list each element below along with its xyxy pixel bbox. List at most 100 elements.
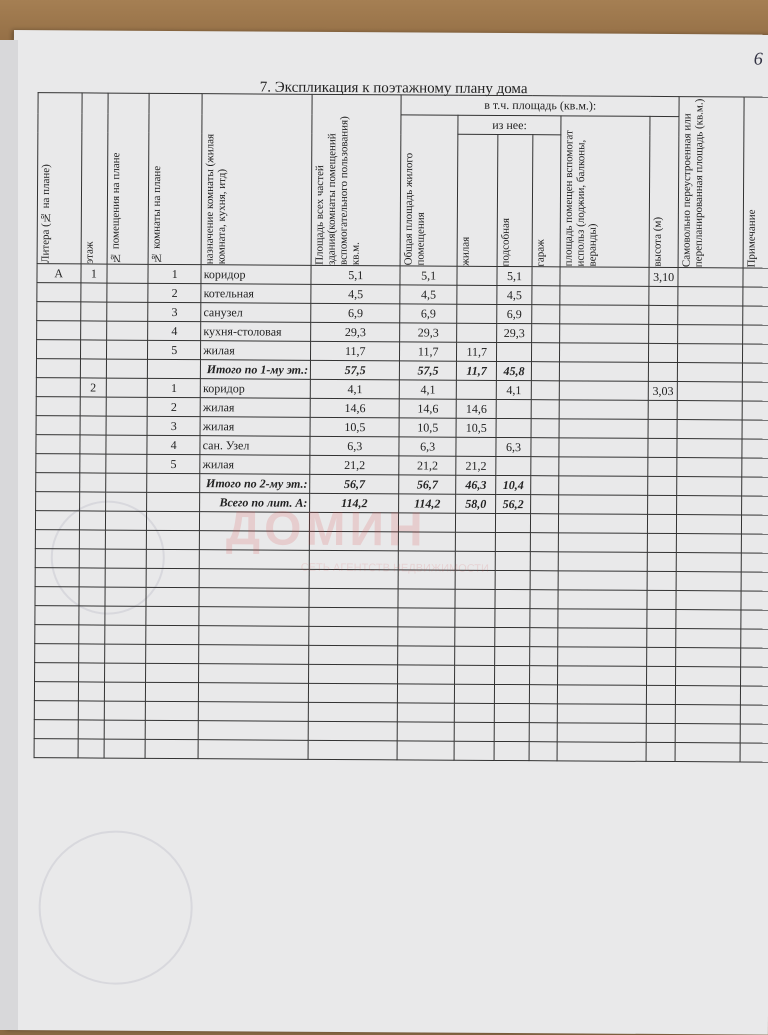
table-cell (77, 719, 105, 740)
table-cell (199, 587, 310, 608)
table-cell (558, 475, 648, 496)
table-cell (455, 589, 496, 609)
table-cell: 4 (147, 321, 201, 341)
table-cell (146, 530, 200, 550)
table-cell (741, 476, 768, 497)
header-note: Примечание (743, 96, 768, 269)
table-cell (80, 282, 108, 303)
table-cell (145, 663, 199, 683)
table-cell (675, 647, 741, 667)
table-cell (145, 701, 199, 721)
table-cell (106, 359, 148, 379)
table-cell (146, 511, 200, 531)
table-cell (106, 340, 148, 360)
table-cell (77, 738, 105, 759)
table-cell (79, 396, 107, 417)
table-cell (105, 511, 147, 531)
table-cell (145, 739, 199, 759)
table-cell (309, 512, 399, 532)
table-cell (742, 343, 768, 364)
table-cell: Итого по 2-му эт.: (199, 473, 311, 494)
table-cell (454, 627, 496, 647)
table-cell: 14,6 (456, 399, 497, 419)
table-cell (648, 343, 678, 363)
table-cell (743, 267, 768, 288)
table-cell (557, 703, 647, 724)
table-cell: 5 (146, 454, 201, 474)
table-cell: 21,2 (310, 455, 400, 475)
table-cell (397, 702, 455, 723)
table-cell (494, 665, 530, 685)
table-cell: 3,03 (648, 381, 678, 401)
table-cell (147, 359, 201, 379)
table-cell (558, 456, 649, 477)
table-cell (529, 703, 558, 723)
table-cell: коридор (201, 264, 312, 285)
table-cell (78, 548, 106, 569)
table-cell (495, 570, 530, 590)
table-cell (494, 741, 529, 761)
table-cell (531, 380, 560, 400)
table-cell (677, 438, 743, 458)
table-cell (36, 301, 81, 321)
table-cell (104, 644, 146, 664)
table-cell (34, 624, 79, 644)
table-cell: 14,6 (399, 398, 457, 419)
table-cell (648, 419, 678, 439)
table-cell (494, 646, 530, 666)
table-cell (309, 550, 399, 570)
table-cell (560, 266, 650, 287)
table-cell (199, 606, 310, 627)
faded-stamp (38, 830, 194, 986)
table-cell (646, 742, 676, 762)
table-cell (309, 569, 399, 589)
table-cell (198, 663, 309, 684)
table-cell (742, 305, 768, 326)
table-cell (104, 701, 146, 721)
header-incl-area: в т.ч. площадь (кв.м.): (401, 94, 680, 117)
table-cell (198, 720, 309, 741)
table-cell: 2 (148, 283, 202, 303)
table-cell (646, 628, 677, 648)
table-cell: 56,2 (495, 494, 531, 514)
table-cell (647, 476, 677, 496)
table-cell: жилая (200, 397, 311, 418)
table-cell (105, 549, 147, 569)
table-cell (557, 646, 647, 667)
table-cell (677, 343, 743, 363)
table-cell (677, 419, 743, 439)
table-cell (740, 647, 768, 668)
table-cell (79, 472, 106, 493)
table-cell (199, 530, 310, 551)
table-cell (740, 666, 768, 687)
table-cell (558, 494, 648, 515)
table-cell: жилая (200, 416, 311, 437)
table-cell (646, 704, 676, 724)
table-cell (79, 453, 107, 474)
table-cell (742, 381, 768, 402)
table-cell (454, 703, 495, 723)
table-cell: жилая (199, 454, 311, 475)
table-cell (677, 381, 743, 401)
document-page: 6 7. Экспликация к поэтажному плану дома… (7, 30, 768, 1035)
table-cell: 10,5 (399, 417, 457, 438)
header-garage: гараж (531, 134, 562, 267)
table-cell (648, 286, 679, 306)
table-cell (105, 606, 147, 626)
table-cell (79, 491, 106, 512)
table-cell: 5,1 (497, 266, 532, 286)
table-cell (675, 742, 741, 762)
table-cell (104, 720, 146, 740)
table-cell (78, 643, 105, 664)
table-cell (80, 320, 107, 341)
table-cell (199, 568, 310, 589)
table-cell (454, 665, 495, 685)
table-cell (742, 324, 768, 345)
table-cell (496, 342, 532, 362)
table-cell (676, 590, 742, 610)
table-cell (676, 533, 742, 553)
table-cell (397, 683, 455, 704)
table-cell: Итого по 1-му эт.: (200, 359, 311, 380)
table-cell: 57,5 (310, 360, 400, 380)
table-cell: 10,5 (310, 417, 400, 437)
